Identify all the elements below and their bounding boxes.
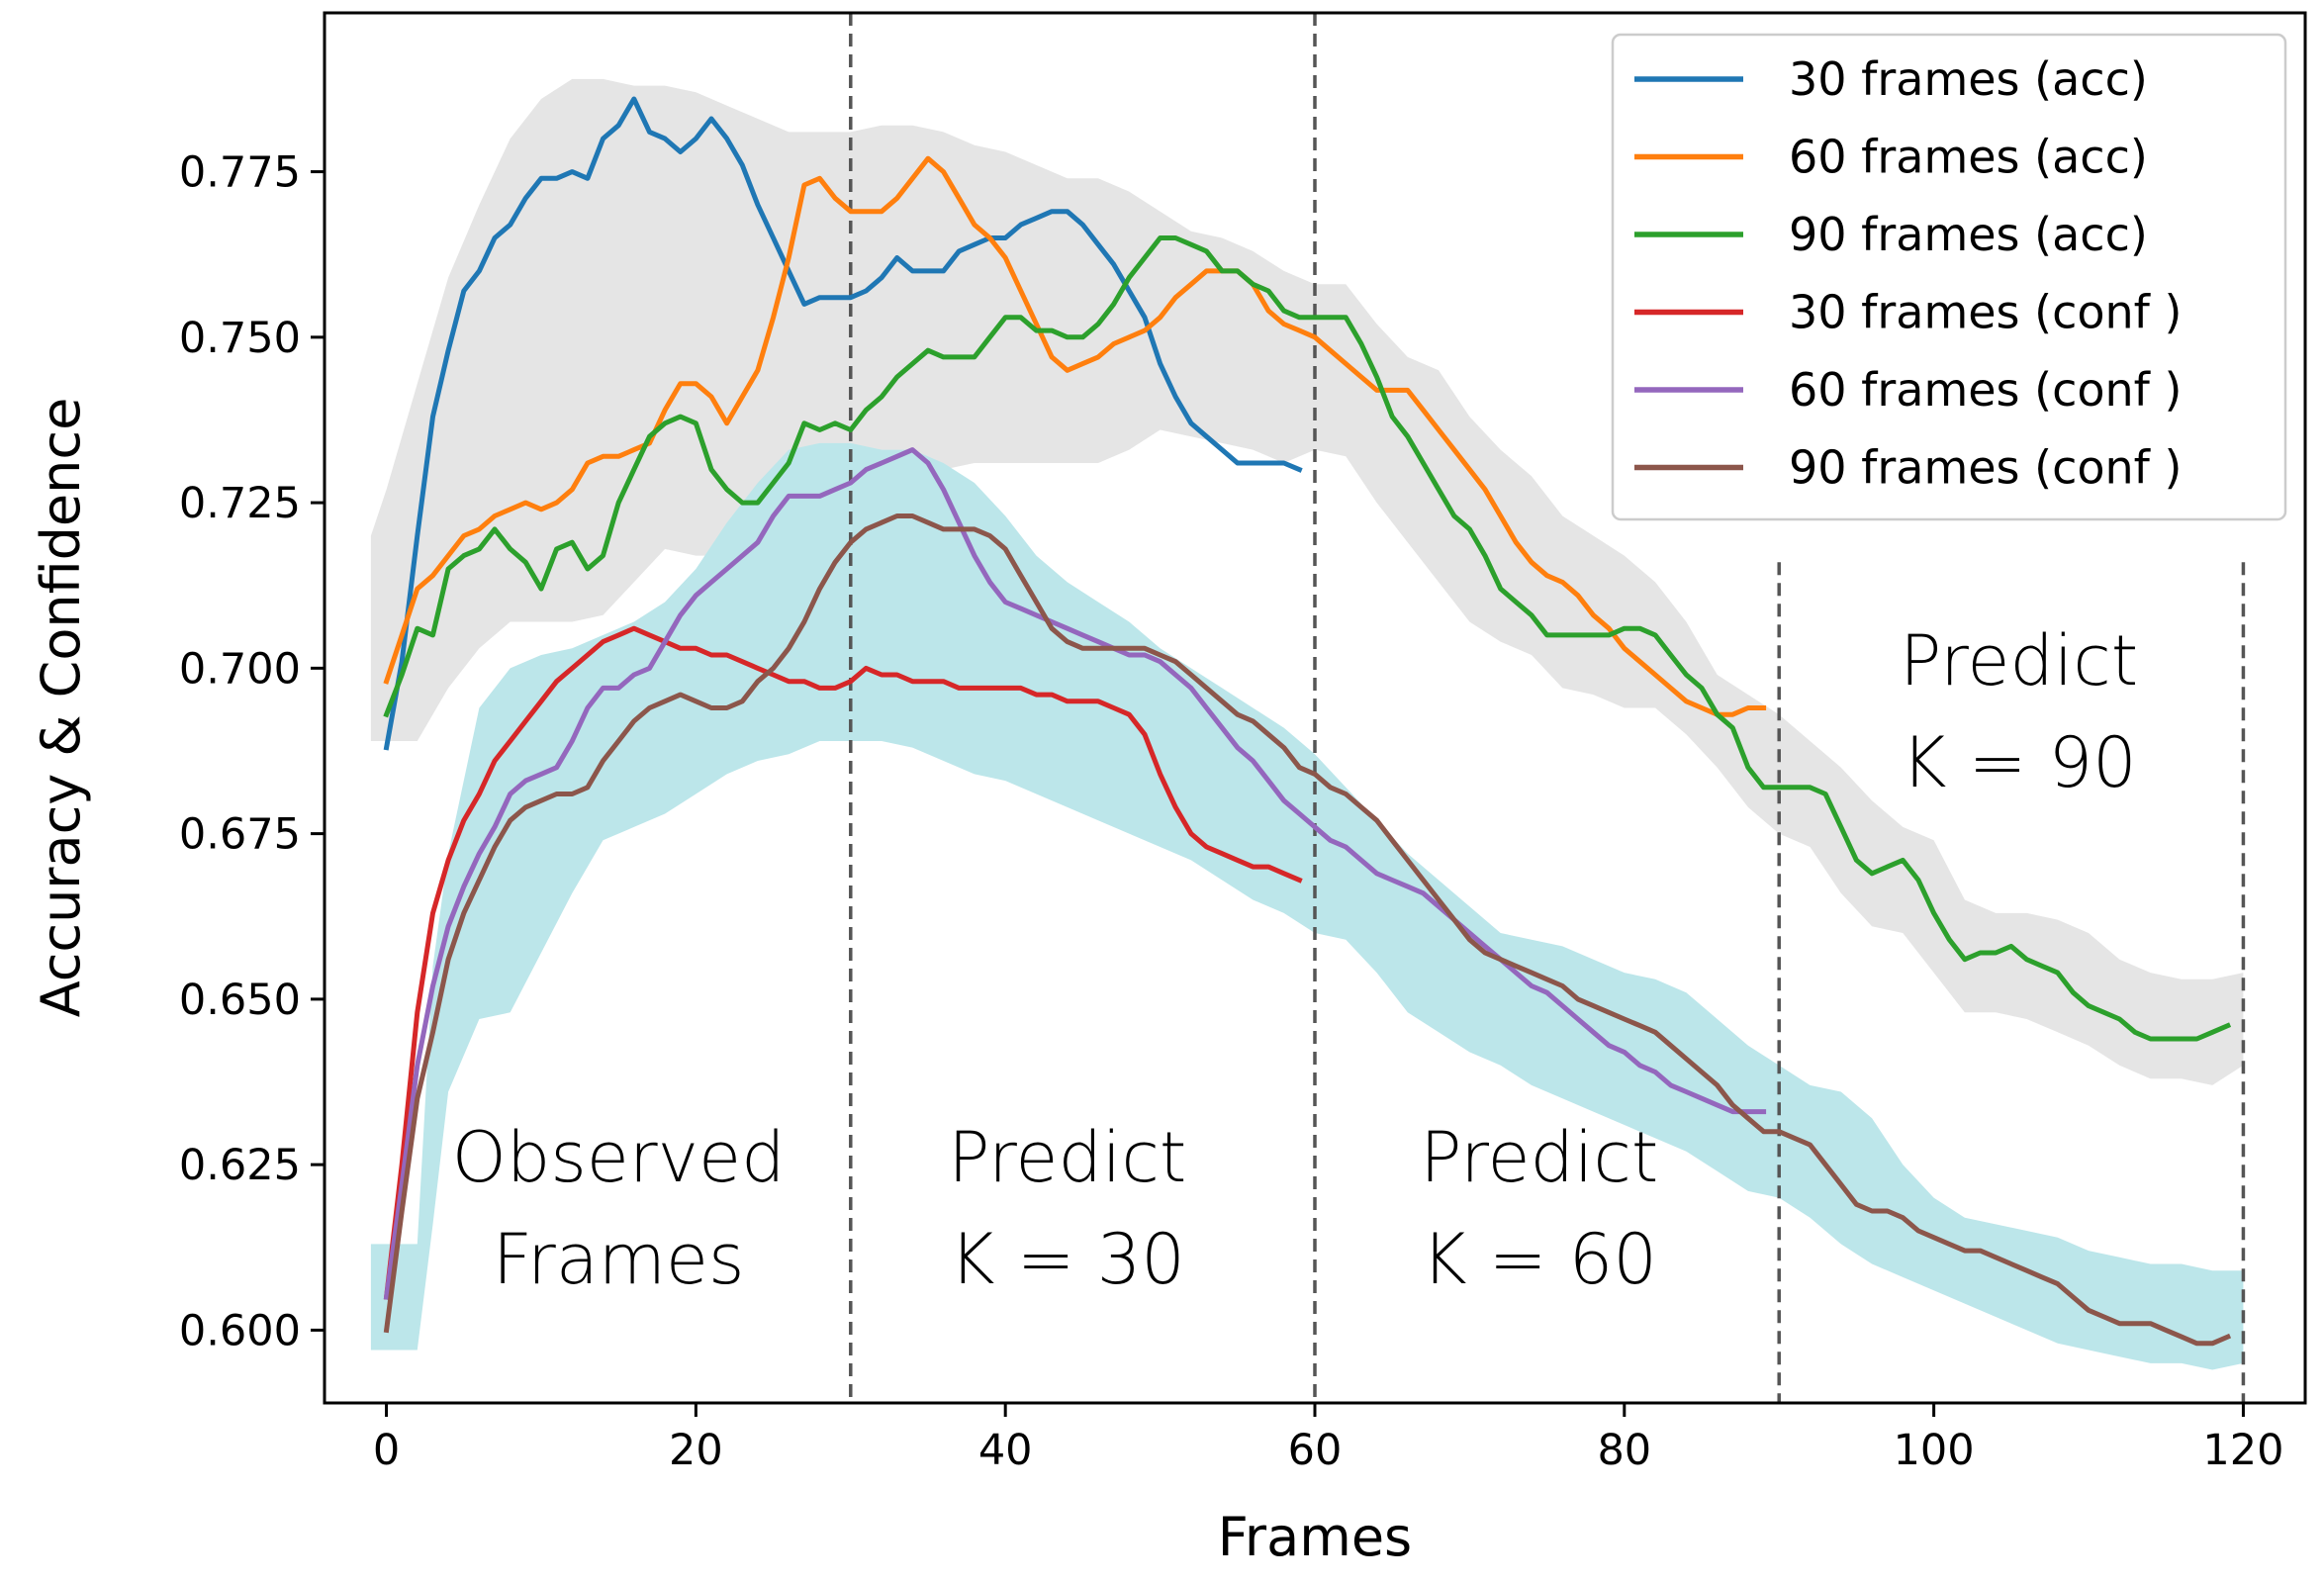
legend-label-5: 90 frames (conf )	[1789, 441, 2182, 495]
bands-layer	[370, 78, 2244, 1370]
annotation-1-line-1: K = 30	[950, 1219, 1185, 1300]
y-tick-label-3: 0.675	[179, 810, 301, 860]
annotation-2-line-0: Predict	[1420, 1117, 1658, 1198]
vlines-layer	[849, 13, 2246, 1403]
y-tick-label-6: 0.750	[179, 314, 301, 363]
x-tick-label-5: 100	[1894, 1426, 1975, 1475]
x-tick-label-6: 120	[2202, 1426, 2283, 1475]
legend-label-2: 90 frames (acc)	[1789, 208, 2148, 261]
x-axis-label: Frames	[1218, 1506, 1412, 1568]
series-line-4	[383, 447, 1767, 1300]
x-tick-label-2: 40	[978, 1426, 1033, 1475]
band-1	[370, 442, 2244, 1370]
series-line-5	[383, 513, 2232, 1347]
y-tick-label-5: 0.725	[179, 479, 301, 528]
annotations-layer: Observed Frames Predict K = 30 Predict K = 60…	[452, 620, 2138, 1300]
x-tick-label-3: 60	[1288, 1426, 1343, 1475]
annotation-1: Predict K = 30	[948, 1117, 1186, 1300]
y-tick-label-1: 0.625	[179, 1141, 301, 1190]
series-line-1	[383, 155, 1767, 717]
y-tick-label-7: 0.775	[179, 148, 301, 198]
legend: 30 frames (acc) 60 frames (acc) 90 frames …	[1611, 33, 2287, 521]
annotation-2-line-1: K = 60	[1422, 1219, 1657, 1300]
annotation-0: Observed Frames	[452, 1117, 786, 1300]
annotation-3-line-1: K = 90	[1902, 722, 2137, 803]
series-line-3	[383, 625, 1303, 1300]
annotation-1-line-0: Predict	[948, 1117, 1186, 1198]
annotation-0-line-1: Frames	[493, 1219, 745, 1300]
x-axis: 0 20 40 60 80 100 120	[373, 1403, 2283, 1475]
annotation-0-line-0: Observed	[452, 1117, 786, 1198]
annotation-3: Predict K = 90	[1900, 620, 2138, 803]
annotation-2: Predict K = 60	[1420, 1117, 1658, 1300]
x-tick-label-4: 80	[1597, 1426, 1651, 1475]
band-0	[370, 78, 2244, 1085]
series-layer	[383, 96, 2232, 1347]
legend-box	[1611, 33, 2287, 521]
y-tick-label-2: 0.650	[179, 976, 301, 1025]
y-axis-label: Accuracy & Confidence	[30, 398, 92, 1018]
legend-label-3: 30 frames (conf )	[1789, 286, 2182, 339]
y-tick-label-4: 0.700	[179, 644, 301, 694]
y-axis: 0.600 0.625 0.650 0.675 0.700 0.725 0.750 0.775	[179, 148, 325, 1355]
x-tick-label-0: 0	[373, 1426, 400, 1475]
legend-label-4: 60 frames (conf )	[1789, 363, 2182, 417]
legend-label-0: 30 frames (acc)	[1789, 52, 2148, 106]
annotation-3-line-0: Predict	[1900, 620, 2138, 701]
legend-label-1: 60 frames (acc)	[1789, 131, 2148, 184]
y-tick-label-0: 0.600	[179, 1306, 301, 1355]
x-tick-label-1: 20	[669, 1426, 723, 1475]
series-line-2	[383, 235, 2232, 1042]
